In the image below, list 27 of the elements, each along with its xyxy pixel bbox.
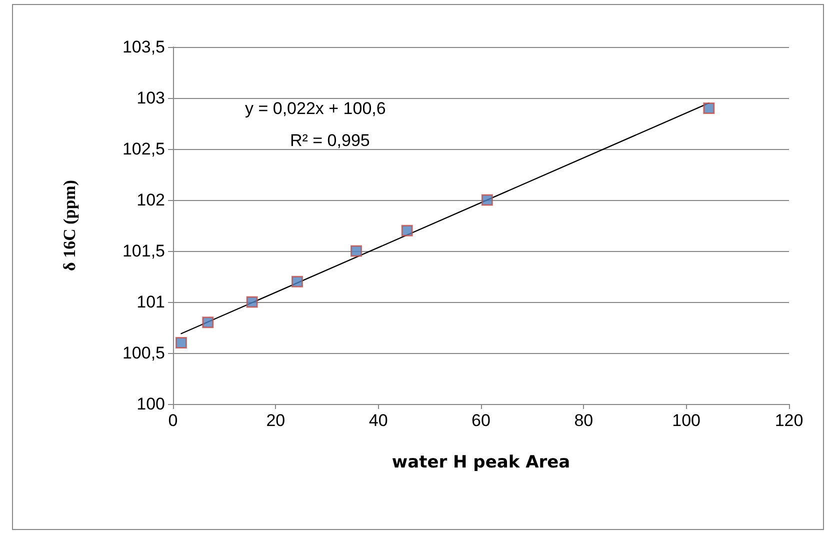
x-tick-label: 100 xyxy=(672,411,701,430)
x-tick-label: 40 xyxy=(368,411,388,430)
point xyxy=(703,102,715,114)
y-tick-label: 100 xyxy=(136,394,165,414)
point xyxy=(481,194,493,206)
x-tick-label: 60 xyxy=(472,411,490,430)
y-tick-label: 103 xyxy=(136,88,165,108)
y-tick-label: 102 xyxy=(136,190,165,210)
point xyxy=(350,245,362,257)
point xyxy=(202,316,214,328)
annotation: y = 0,022x + 100,6 xyxy=(245,99,386,118)
y-tick-label: 103,5 xyxy=(122,38,165,56)
x-tick-label: 80 xyxy=(574,411,594,430)
x-tick-label: 0 xyxy=(168,411,178,430)
annotation: R² = 0,995 xyxy=(290,131,370,150)
point xyxy=(246,296,258,308)
x-tick-label: 120 xyxy=(774,411,804,430)
x-tick-label: 20 xyxy=(266,411,286,430)
y-tick-label: 100,5 xyxy=(122,344,165,362)
y-tick-label: 101 xyxy=(136,292,165,312)
point xyxy=(175,337,187,349)
y-tick-label: 101,5 xyxy=(122,242,165,260)
y-tick-label: 102,5 xyxy=(122,140,165,158)
point xyxy=(401,224,413,236)
y-axis-title: δ 16C (ppm) xyxy=(60,180,79,271)
x-axis-title: water H peak Area xyxy=(392,452,570,472)
point xyxy=(291,276,303,288)
